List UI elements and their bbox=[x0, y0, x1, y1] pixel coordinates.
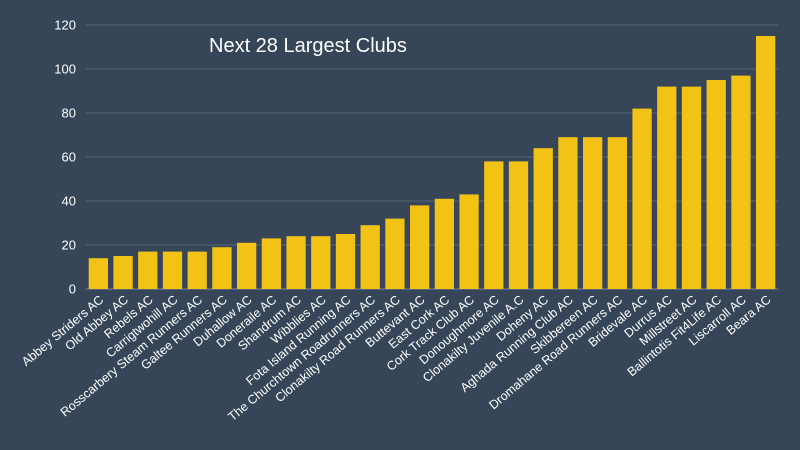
bar bbox=[706, 80, 726, 289]
bar bbox=[286, 236, 306, 289]
bar bbox=[632, 108, 652, 289]
chart-title: Next 28 Largest Clubs bbox=[209, 35, 407, 57]
y-tick-label: 60 bbox=[62, 150, 76, 165]
bar bbox=[533, 148, 553, 289]
y-tick-label: 80 bbox=[62, 106, 76, 121]
y-tick-label: 100 bbox=[54, 62, 76, 77]
y-tick-label: 20 bbox=[62, 238, 76, 253]
bar bbox=[385, 218, 405, 289]
bar bbox=[212, 247, 232, 289]
bar bbox=[311, 236, 331, 289]
y-axis: 0 20 40 60 80 100 120 bbox=[54, 18, 76, 297]
bar bbox=[558, 137, 578, 289]
bar bbox=[187, 251, 207, 289]
y-tick-label: 120 bbox=[54, 18, 76, 33]
bar bbox=[88, 258, 108, 289]
bars bbox=[88, 36, 776, 289]
bar bbox=[756, 36, 776, 289]
bar bbox=[410, 205, 430, 289]
bar bbox=[508, 161, 529, 289]
bar bbox=[335, 234, 356, 289]
y-tick-label: 40 bbox=[62, 194, 76, 209]
bar bbox=[237, 242, 257, 289]
bar bbox=[681, 86, 702, 289]
bar bbox=[434, 198, 454, 289]
y-tick-label: 0 bbox=[69, 282, 76, 297]
bar bbox=[261, 238, 281, 289]
bar bbox=[731, 75, 751, 289]
bar bbox=[162, 251, 183, 289]
bar bbox=[583, 137, 603, 289]
bar bbox=[607, 137, 627, 289]
bar bbox=[138, 251, 158, 289]
bar bbox=[657, 86, 677, 289]
bar bbox=[113, 256, 133, 289]
bar bbox=[360, 225, 380, 289]
bar bbox=[484, 161, 504, 289]
bar bbox=[459, 194, 479, 289]
